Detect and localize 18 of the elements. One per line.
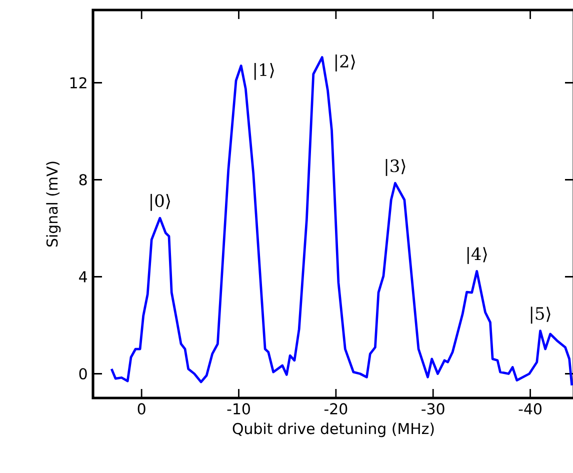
annotation: |2⟩ <box>336 54 355 72</box>
line-series <box>110 56 573 387</box>
y-tick-label: 8 <box>79 174 87 186</box>
annotation: |4⟩ <box>467 247 487 264</box>
y-tick-label: 0 <box>79 368 87 380</box>
annotation: |3⟩ <box>386 159 406 176</box>
x-tick-label: -40 <box>518 403 542 414</box>
annotation: |1⟩ <box>254 62 274 80</box>
annotation: |5⟩ <box>530 306 550 324</box>
y-axis-title: Signal (mV) <box>46 162 61 247</box>
y-tick-label: 12 <box>70 77 86 88</box>
y-tick-label: 4 <box>79 271 87 282</box>
x-tick-label: -10 <box>227 403 250 414</box>
x-tick-label: -30 <box>422 403 444 414</box>
x-tick-label: -20 <box>324 403 348 414</box>
annotation: |0⟩ <box>150 194 170 211</box>
x-tick-label: 0 <box>138 403 146 414</box>
x-axis-title: Qubit drive detuning (MHz) <box>232 422 434 438</box>
